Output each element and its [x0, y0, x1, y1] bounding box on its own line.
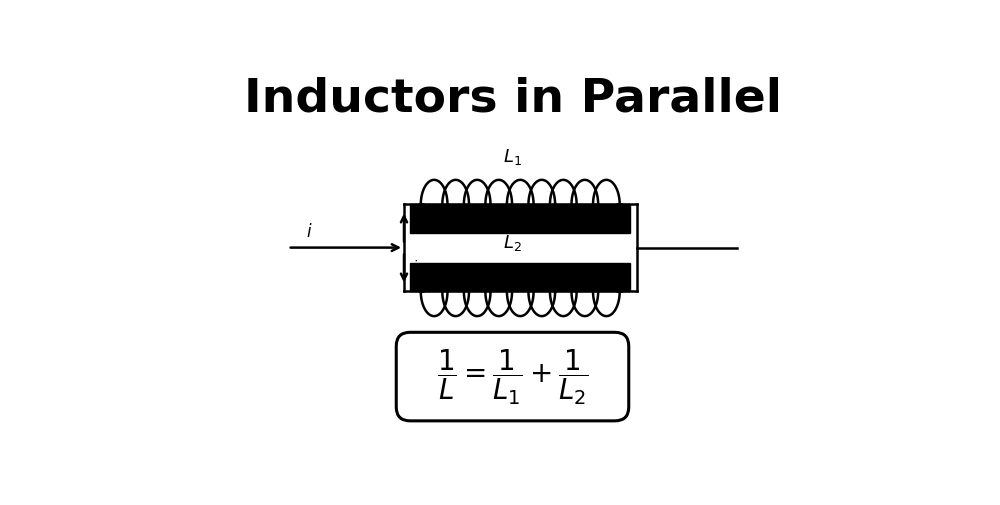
FancyBboxPatch shape	[396, 333, 629, 421]
Text: $i$: $i$	[306, 223, 313, 240]
Text: $L_2$: $L_2$	[503, 232, 522, 252]
Bar	[410, 205, 630, 233]
Text: $i_2$: $i_2$	[412, 258, 424, 277]
Text: $i_1$: $i_1$	[412, 217, 424, 235]
Text: $\dfrac{1}{L} = \dfrac{1}{L_1} + \dfrac{1}{L_2}$: $\dfrac{1}{L} = \dfrac{1}{L_1} + \dfrac{…	[437, 347, 588, 406]
Text: $L_1$: $L_1$	[503, 146, 522, 167]
Bar	[410, 264, 630, 292]
Text: Inductors in Parallel: Inductors in Parallel	[244, 77, 782, 122]
